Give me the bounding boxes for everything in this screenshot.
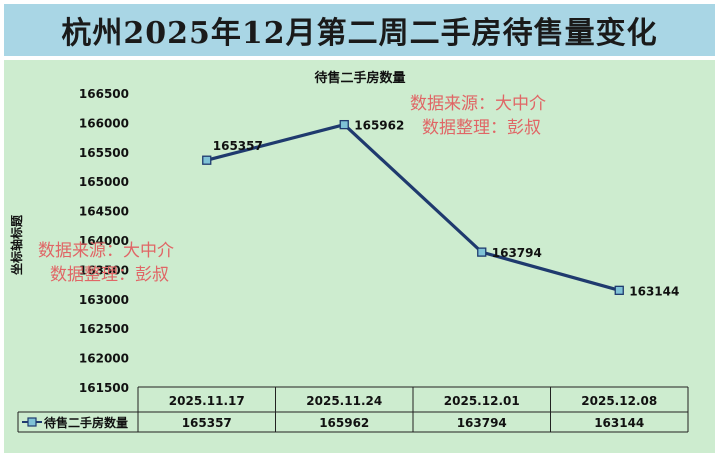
legend-label: 待售二手房数量 — [44, 415, 128, 430]
watermark-source: 数据来源：大中介 — [38, 241, 174, 261]
watermark-left: 数据来源：大中介 数据整理：彭叔 — [38, 239, 174, 287]
data-label: 165962 — [354, 119, 404, 133]
y-tick-label: 163000 — [79, 293, 129, 307]
data-point — [339, 119, 349, 130]
table-value: 165357 — [182, 416, 232, 430]
watermark-author: 数据整理：彭叔 — [422, 118, 541, 138]
y-tick-label: 161500 — [79, 381, 129, 395]
data-label: 163794 — [492, 246, 542, 260]
table-value: 163794 — [457, 416, 507, 430]
y-tick-label: 164000 — [79, 234, 129, 248]
y-tick-label: 164500 — [79, 205, 129, 219]
legend-marker — [27, 417, 37, 427]
y-tick-label: 165500 — [79, 146, 129, 160]
table-value: 163144 — [594, 416, 644, 430]
x-tick-label: 2025.12.01 — [444, 394, 520, 408]
series-line — [206, 123, 620, 292]
watermark-source: 数据来源：大中介 — [410, 94, 546, 114]
table-value: 165962 — [319, 416, 369, 430]
watermark-author: 数据整理：彭叔 — [50, 265, 169, 285]
x-tick-label: 2025.12.08 — [581, 394, 657, 408]
y-tick-label: 162500 — [79, 322, 129, 336]
data-point — [202, 155, 212, 165]
y-tick-label: 166000 — [79, 116, 129, 130]
y-tick-label: 163500 — [79, 263, 129, 277]
x-tick-label: 2025.11.24 — [306, 394, 382, 408]
data-point — [614, 285, 624, 295]
data-label: 165357 — [213, 139, 263, 153]
chart-title: 待售二手房数量 — [313, 70, 405, 86]
data-point — [477, 247, 487, 257]
title-bar: 杭州2025年12月第二周二手房待售量变化 — [4, 4, 715, 56]
y-tick-label: 162000 — [79, 352, 129, 366]
x-tick-label: 2025.11.17 — [169, 394, 245, 408]
watermark-top-right: 数据来源：大中介 数据整理：彭叔 — [410, 92, 546, 140]
y-tick-label: 166500 — [79, 87, 129, 101]
data-label: 163144 — [629, 284, 679, 298]
y-tick-label: 165000 — [79, 175, 129, 189]
page-title: 杭州2025年12月第二周二手房待售量变化 — [61, 16, 658, 51]
y-axis-title: 坐标轴标题 — [10, 214, 24, 275]
